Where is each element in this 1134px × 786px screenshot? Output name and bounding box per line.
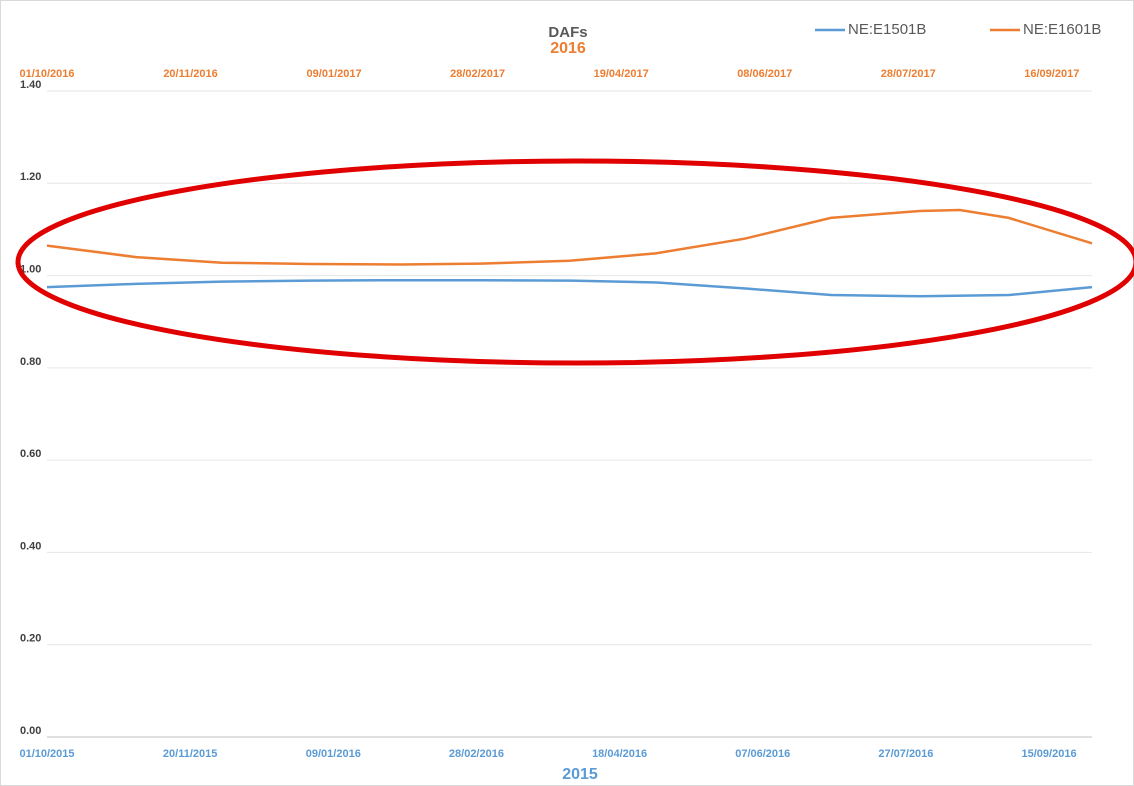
x2-tick-label: 20/11/2016 — [163, 68, 217, 80]
x2-tick-label: 08/06/2017 — [737, 68, 792, 80]
y-tick-label: 0.00 — [20, 725, 41, 737]
x2-tick-label: 28/07/2017 — [881, 68, 936, 80]
chart-title: DAFs — [548, 24, 587, 41]
x-tick-label: 01/10/2015 — [19, 748, 74, 760]
x2-axis-title: 2016 — [550, 40, 586, 57]
x2-tick-label: 01/10/2016 — [19, 68, 74, 80]
x-tick-label: 28/02/2016 — [449, 748, 504, 760]
highlight-ellipse — [15, 158, 1134, 366]
series-line — [46, 208, 1093, 266]
y-tick-label: 1.20 — [20, 171, 41, 183]
y-tick-label: 1.00 — [20, 263, 41, 275]
x2-tick-label: 28/02/2017 — [450, 68, 505, 80]
series-line — [46, 278, 1093, 298]
legend-label: NE:E1501B — [848, 21, 926, 38]
y-tick-label: 0.40 — [20, 540, 41, 552]
legend-label: NE:E1601B — [1023, 21, 1101, 38]
x-tick-label: 15/09/2016 — [1022, 748, 1077, 760]
x-tick-label: 18/04/2016 — [592, 748, 647, 760]
x-tick-label: 09/01/2016 — [306, 748, 361, 760]
x2-tick-label: 16/09/2017 — [1024, 68, 1079, 80]
x2-tick-label: 09/01/2017 — [307, 68, 362, 80]
x-axis-title: 2015 — [562, 766, 598, 783]
y-tick-label: 0.20 — [20, 633, 41, 645]
y-tick-label: 0.60 — [20, 448, 41, 460]
x-tick-label: 07/06/2016 — [735, 748, 790, 760]
y-tick-label: 1.40 — [20, 79, 41, 91]
y-tick-label: 0.80 — [20, 356, 41, 368]
x-tick-label: 20/11/2015 — [163, 748, 217, 760]
x2-tick-label: 19/04/2017 — [594, 68, 649, 80]
x-tick-label: 27/07/2016 — [878, 748, 933, 760]
plot: 0.000.200.400.600.801.001.201.4001/10/20… — [19, 21, 1101, 760]
